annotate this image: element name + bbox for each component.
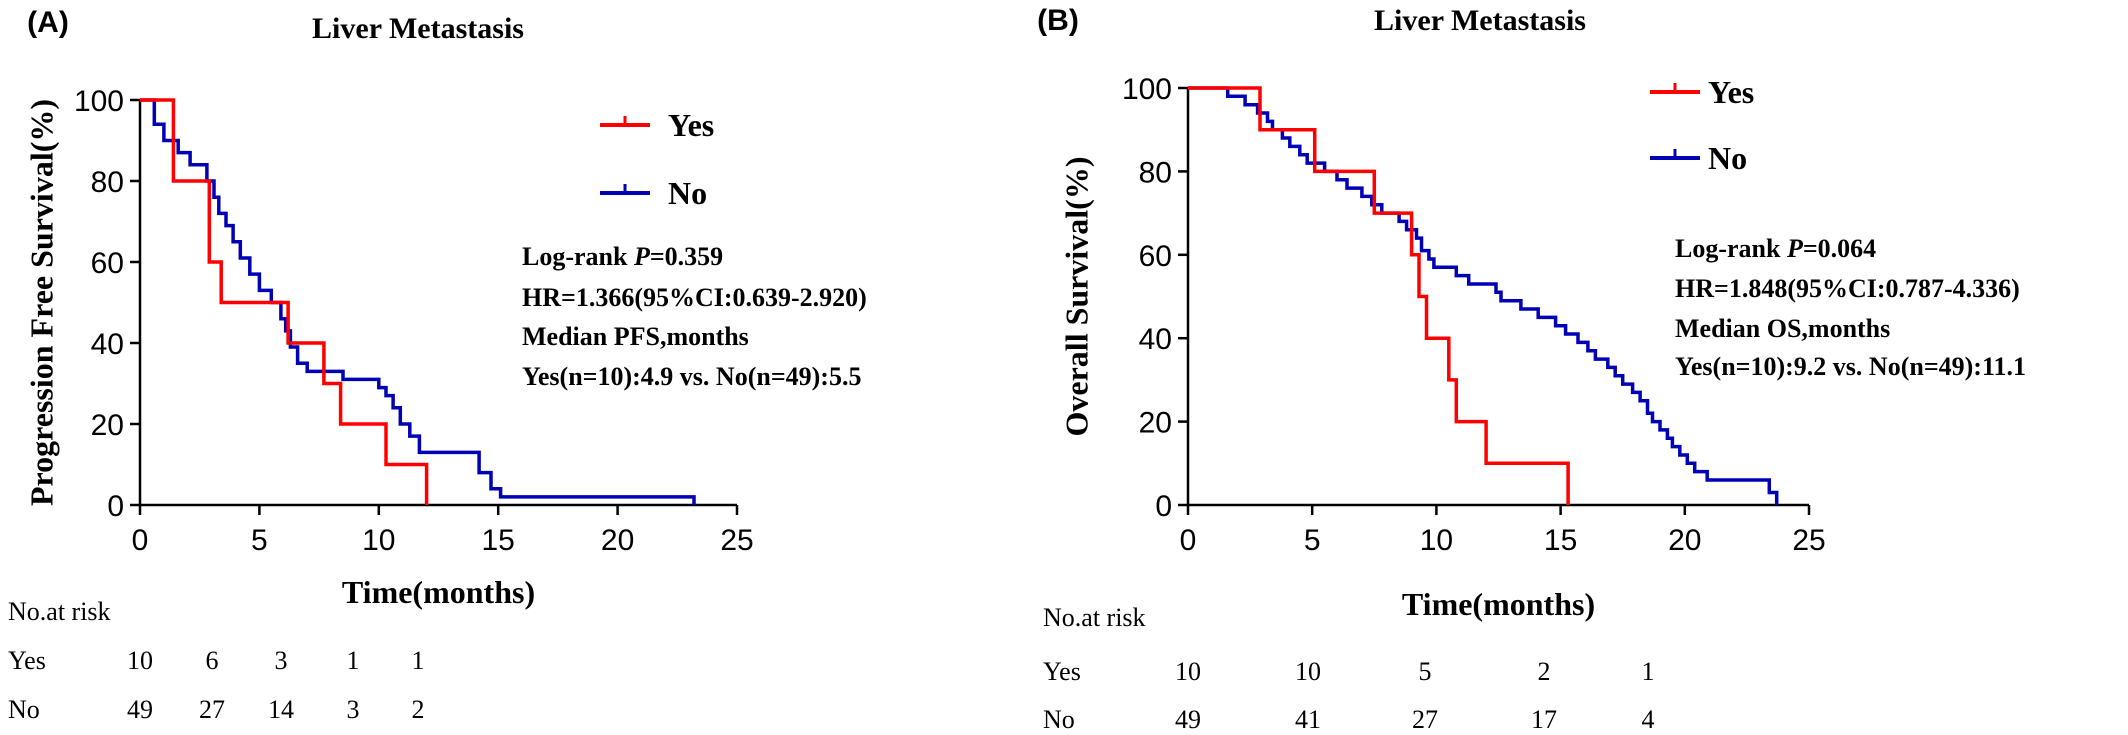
x-tick-label: 25 (1792, 524, 1825, 557)
y-axis-title: Progression Free Survival(%) (23, 99, 59, 506)
x-axis-title: Time(months) (1402, 586, 1595, 622)
x-tick-label: 5 (1304, 524, 1321, 557)
risk-table-header: No.at risk (1043, 603, 1146, 632)
y-tick-label: 100 (74, 85, 124, 118)
stats-annotation-line: Log-rank P=0.359 (522, 242, 723, 271)
x-tick-label: 5 (251, 524, 268, 557)
x-axis-title: Time(months) (342, 574, 535, 610)
x-tick-label: 20 (601, 524, 634, 557)
risk-cell: 27 (199, 695, 225, 724)
stats-annotation-line: Log-rank P=0.064 (1675, 234, 1876, 263)
legend-label-yes: Yes (668, 107, 714, 143)
risk-cell: 2 (1538, 657, 1551, 686)
y-tick-label: 60 (1139, 240, 1172, 273)
stats-annotation-line: Median PFS,months (522, 322, 749, 351)
risk-cell: 5 (1419, 657, 1432, 686)
stats-annotation-line: Yes(n=10):9.2 vs. No(n=49):11.1 (1675, 352, 2026, 381)
risk-row-label: Yes (1043, 657, 1081, 686)
y-tick-label: 40 (91, 328, 124, 361)
stats-annotation-text: Median PFS,months (522, 322, 749, 351)
y-tick-label: 60 (91, 247, 124, 280)
series-line-yes (1188, 86, 1570, 505)
stats-annotation-text: HR=1.366(95%CI:0.639-2.920) (522, 283, 867, 312)
risk-cell: 41 (1295, 705, 1321, 734)
risk-cell: 3 (347, 695, 360, 724)
stats-annotation-line: HR=1.848(95%CI:0.787-4.336) (1675, 274, 2020, 303)
stats-annotation-text: HR=1.848(95%CI:0.787-4.336) (1675, 274, 2020, 303)
series-line-no (140, 98, 696, 505)
x-tick-label: 0 (1180, 524, 1197, 557)
legend-label-no: No (668, 175, 707, 211)
risk-cell: 6 (206, 646, 219, 675)
risk-cell: 14 (268, 695, 294, 724)
x-tick-label: 15 (1544, 524, 1577, 557)
x-tick-label: 10 (362, 524, 395, 557)
stats-annotation-text: Log-rank (522, 242, 634, 271)
risk-cell: 17 (1531, 705, 1557, 734)
y-tick-label: 20 (91, 409, 124, 442)
y-tick-label: 20 (1139, 407, 1172, 440)
y-tick-label: 0 (1155, 490, 1172, 523)
x-tick-label: 25 (720, 524, 753, 557)
stats-annotation-text: =0.064 (1803, 234, 1876, 263)
risk-cell: 3 (275, 646, 288, 675)
chart-title: Liver Metastasis (312, 12, 524, 45)
risk-cell: 1 (347, 646, 360, 675)
stats-annotation-text: Yes(n=10):9.2 vs. No(n=49):11.1 (1675, 352, 2026, 381)
risk-cell: 27 (1412, 705, 1438, 734)
x-tick-label: 10 (1420, 524, 1453, 557)
risk-cell: 2 (412, 695, 425, 724)
stats-annotation-text: Log-rank (1675, 234, 1787, 263)
y-axis-title: Overall Survival(%) (1058, 157, 1094, 437)
x-tick-label: 0 (132, 524, 149, 557)
risk-cell: 49 (127, 695, 153, 724)
stats-annotation-text: =0.359 (650, 242, 723, 271)
risk-cell: 4 (1642, 705, 1655, 734)
panel-label: (B) (1037, 4, 1079, 37)
y-tick-label: 80 (91, 166, 124, 199)
series-line-no (1188, 86, 1779, 505)
legend-label-yes: Yes (1708, 74, 1754, 110)
stats-annotation-text: Yes(n=10):4.9 vs. No(n=49):5.5 (522, 362, 861, 391)
stats-annotation-line: HR=1.366(95%CI:0.639-2.920) (522, 283, 867, 312)
risk-table-header: No.at risk (8, 597, 111, 626)
x-tick-label: 20 (1668, 524, 1701, 557)
legend-label-no: No (1708, 140, 1747, 176)
stats-annotation-text: Median OS,months (1675, 314, 1890, 343)
risk-cell: 10 (127, 646, 153, 675)
x-tick-label: 15 (482, 524, 515, 557)
risk-row-label: Yes (8, 646, 46, 675)
risk-cell: 49 (1175, 705, 1201, 734)
stats-annotation-line: Yes(n=10):4.9 vs. No(n=49):5.5 (522, 362, 861, 391)
y-tick-label: 80 (1139, 156, 1172, 189)
panel-label: (A) (27, 6, 69, 39)
risk-row-label: No (8, 695, 40, 724)
risk-cell: 10 (1175, 657, 1201, 686)
stats-annotation-text: P (1786, 234, 1804, 263)
y-tick-label: 0 (107, 490, 124, 523)
series-line-yes (140, 98, 429, 505)
risk-cell: 10 (1295, 657, 1321, 686)
stats-annotation-text: P (633, 242, 651, 271)
panel-a: (A) Liver Metastasis 0 20 40 60 80 100 0 5 10 15 20 2… (8, 6, 867, 724)
y-tick-label: 40 (1139, 323, 1172, 356)
risk-cell: 1 (412, 646, 425, 675)
risk-row-label: No (1043, 705, 1075, 734)
y-tick-label: 100 (1122, 73, 1172, 106)
risk-cell: 1 (1642, 657, 1655, 686)
stats-annotation-line: Median OS,months (1675, 314, 1890, 343)
chart-title: Liver Metastasis (1374, 4, 1586, 37)
